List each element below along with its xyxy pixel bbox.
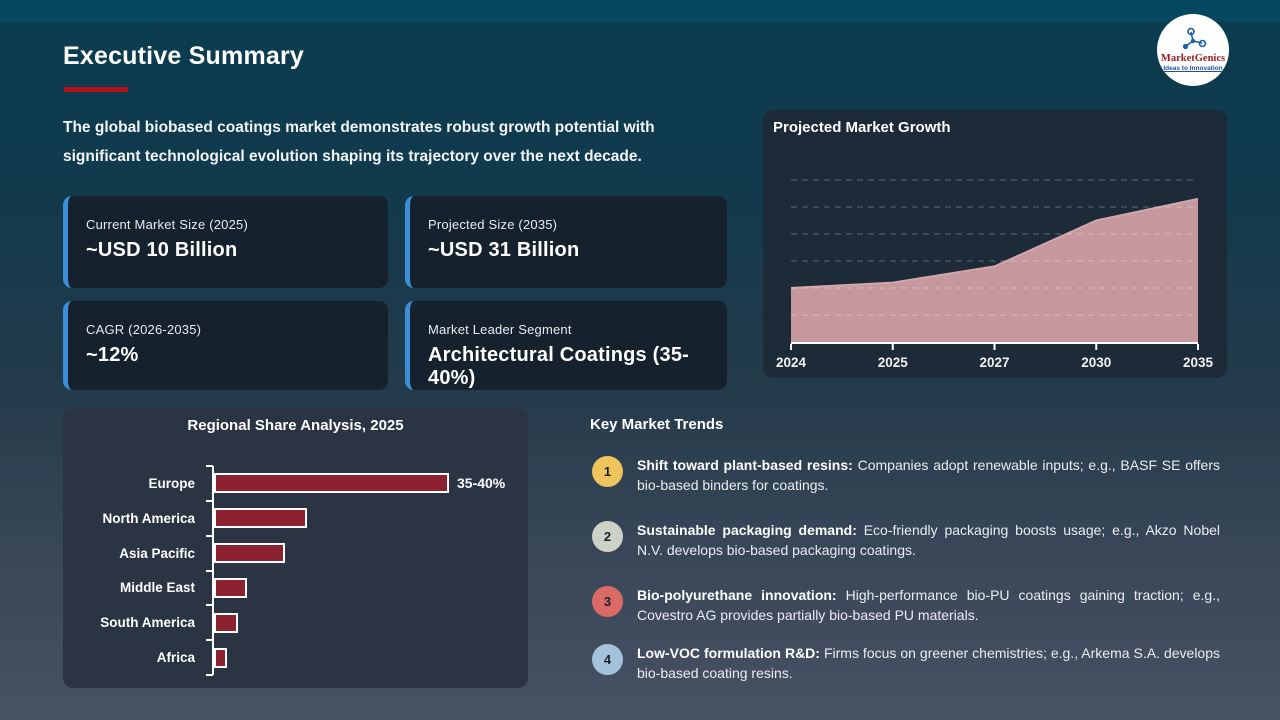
trend-text: Shift toward plant-based resins: Compani… <box>637 457 1220 493</box>
svg-text:2024: 2024 <box>776 355 807 370</box>
growth-chart-card: 2024 2025 2027 2030 2035 Projected Market Gr… <box>763 110 1227 378</box>
trend-text: Low-VOC formulation R&D: Firms focus on … <box>637 645 1221 681</box>
title-underline <box>64 87 128 92</box>
trends-heading: Key Market Trends <box>590 416 724 433</box>
bar-label: Europe <box>148 475 195 491</box>
bar <box>214 647 228 668</box>
key-market-trends: Key Market Trends 1 Shift toward plant-b… <box>590 408 1222 698</box>
stat-value: ~USD 10 Billion <box>86 239 238 261</box>
bar-row: 35-40% <box>214 466 512 501</box>
bar-label: Africa <box>156 650 195 666</box>
regional-chart-title: Regional Share Analysis, 2025 <box>187 417 404 434</box>
axis-tick <box>206 465 213 467</box>
molecule-icon <box>1182 27 1207 50</box>
trend-number-badge: 4 <box>592 644 623 675</box>
regional-chart-card: Regional Share Analysis, 2025 Europe Nort… <box>63 408 528 688</box>
regional-bar-chart: Europe North America Asia Pacific Middle Ea… <box>63 466 528 675</box>
stat-card-current-size: Current Market Size (2025) ~USD 10 Billi… <box>63 196 388 288</box>
bar-label: South America <box>100 615 195 631</box>
bar-row <box>214 640 512 675</box>
axis-tick <box>206 604 213 607</box>
axis-tick <box>206 569 213 572</box>
trend-text: Sustainable packaging demand: Eco-friend… <box>637 522 1221 558</box>
stat-card-projected-size: Projected Size (2035) ~USD 31 Billion <box>405 196 727 288</box>
svg-text:2027: 2027 <box>979 355 1009 370</box>
bar-label: Asia Pacific <box>119 545 195 561</box>
growth-area-chart: 2024 2025 2027 2030 2035 <box>776 179 1214 370</box>
axis-tick <box>206 639 213 642</box>
bar <box>214 577 248 598</box>
trend-number-badge: 3 <box>592 586 623 617</box>
trend-number-badge: 1 <box>592 456 623 487</box>
stat-card-leader-segment: Market Leader Segment Architectural Coat… <box>405 301 727 390</box>
logo-name: MarketGenics <box>1160 53 1226 64</box>
bar-plot-area: 35-40% <box>212 466 512 675</box>
trend-number-badge: 2 <box>592 521 623 552</box>
bar-row <box>214 570 512 605</box>
bar-row <box>214 536 512 571</box>
svg-text:2030: 2030 <box>1081 355 1111 370</box>
growth-chart-title: Projected Market Growth <box>773 119 951 136</box>
stat-card-cagr: CAGR (2026-2035) ~12% <box>63 301 388 390</box>
bar-label: Middle East <box>119 580 195 596</box>
bar <box>214 612 238 633</box>
bar <box>214 543 285 564</box>
bar-label: North America <box>102 510 195 526</box>
axis-tick <box>206 499 213 502</box>
page-title: Executive Summary <box>63 42 305 70</box>
bar-row <box>214 501 512 536</box>
svg-text:2025: 2025 <box>878 355 909 370</box>
bar <box>214 508 307 529</box>
bar-value-label: 35-40% <box>457 475 506 492</box>
stat-label: Current Market Size (2025) <box>86 217 248 232</box>
trend-text: Bio-polyurethane innovation: High-perfor… <box>637 587 1220 623</box>
axis-tick <box>206 534 213 537</box>
intro-text: The global biobased coatings market demo… <box>63 113 753 171</box>
axis-tick <box>206 674 213 676</box>
stat-value: ~USD 31 Billion <box>428 239 580 261</box>
bar <box>214 473 449 494</box>
top-strip <box>0 0 1280 22</box>
stat-label: CAGR (2026-2035) <box>86 322 202 337</box>
bar-row <box>214 605 512 640</box>
intro-line-2: significant technological evolution shap… <box>63 148 642 165</box>
stat-value: Architectural Coatings (35-40%) <box>428 344 690 389</box>
stat-value: ~12% <box>86 344 139 366</box>
logo-tagline: Ideas to Innovation <box>1163 65 1223 72</box>
marketgenics-logo: MarketGenics Ideas to Innovation <box>1157 14 1229 86</box>
stat-label: Market Leader Segment <box>428 322 572 337</box>
intro-line-1: The global biobased coatings market demo… <box>63 119 655 136</box>
bar-category-labels: Europe North America Asia Pacific Middle Ea… <box>63 466 204 675</box>
svg-text:2035: 2035 <box>1183 355 1214 370</box>
stat-label: Projected Size (2035) <box>428 217 558 232</box>
